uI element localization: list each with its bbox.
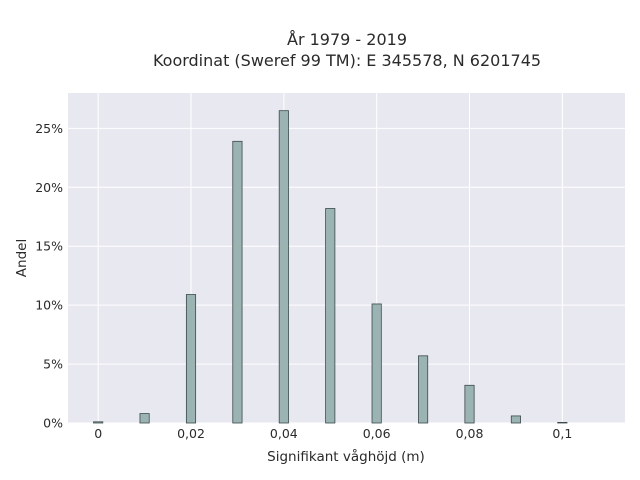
y-axis-title: Andel [14, 239, 30, 277]
y-tick-label: 10% [35, 298, 63, 313]
x-tick-label: 0,04 [270, 426, 298, 441]
bars-group [93, 110, 568, 424]
chart-title-line-1: År 1979 - 2019 [287, 30, 407, 49]
histogram-bar [139, 413, 150, 424]
x-tick-label: 0,02 [177, 426, 205, 441]
histogram-bar [232, 140, 243, 424]
x-axis-title: Signifikant våghöjd (m) [267, 448, 425, 465]
chart-title-line-2: Koordinat (Sweref 99 TM): E 345578, N 62… [153, 51, 541, 70]
x-tick-label: 0,1 [552, 426, 572, 441]
y-tick-labels: 0% 5% 10% 15% 20% 25% [35, 121, 63, 431]
plot-area [68, 93, 625, 423]
y-tick-label: 25% [35, 121, 63, 136]
histogram-bar [185, 294, 197, 424]
x-tick-label: 0,08 [456, 426, 484, 441]
x-tick-label: 0 [94, 426, 102, 441]
x-tick-label: 0,06 [363, 426, 391, 441]
histogram-bar [557, 421, 568, 424]
y-tick-label: 20% [35, 180, 63, 195]
histogram-bar [464, 384, 475, 424]
histogram-bar [371, 303, 382, 424]
y-tick-label: 5% [43, 357, 63, 372]
x-tick-labels: 0 0,02 0,04 0,06 0,08 0,1 [94, 426, 572, 441]
histogram-bar [418, 355, 429, 424]
histogram-bar [93, 421, 104, 424]
histogram-bar [278, 110, 289, 424]
y-tick-label: 0% [43, 416, 63, 431]
histogram-bar [510, 415, 521, 424]
y-tick-label: 15% [35, 239, 63, 254]
histogram-bar [325, 208, 336, 424]
